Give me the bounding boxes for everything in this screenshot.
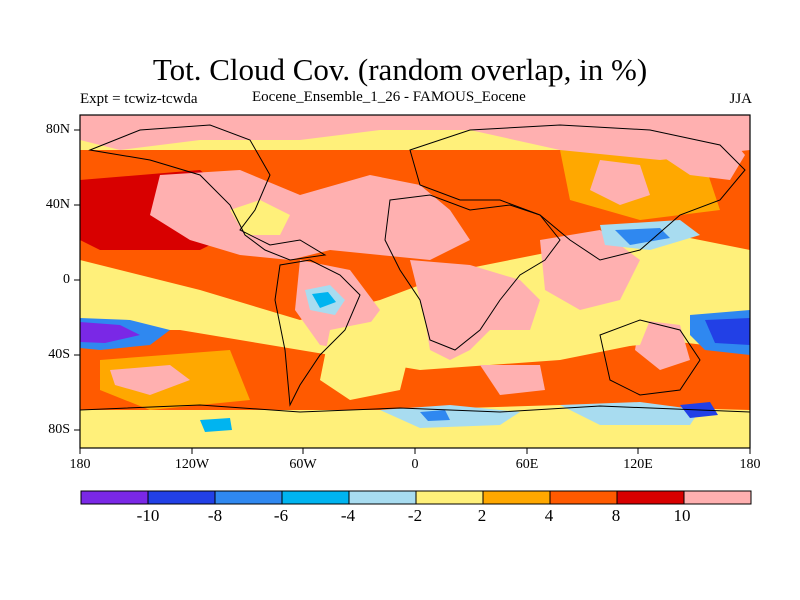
colorbar-swatch [549, 490, 618, 505]
colorbar-swatch [616, 490, 685, 505]
season-label: JJA [729, 91, 752, 107]
colorbar-label-3: -6 [273, 506, 289, 525]
lon-label-60e: 60E [515, 457, 539, 472]
ensemble-subtitle: Eocene_Ensemble_1_26 - FAMOUS_Eocene [252, 89, 526, 105]
coastlines [80, 124, 750, 413]
lon-label-180w: 180 [69, 457, 91, 472]
colorbar-swatch [281, 490, 350, 505]
lat-label-80s: 80S [48, 422, 70, 437]
colorbar-swatch [348, 490, 417, 505]
colorbar-swatch [415, 490, 484, 505]
lon-label-60w: 60W [289, 457, 317, 472]
lat-label-40n: 40N [45, 197, 70, 212]
colorbar-swatch [683, 490, 752, 505]
colorbar [80, 490, 752, 505]
experiment-label: Expt = tcwiz-tcwda [80, 91, 198, 107]
lon-label-120w: 120W [174, 457, 210, 472]
colorbar-label-5: -2 [407, 506, 423, 525]
colorbar-swatch [80, 490, 149, 505]
filled-contours [80, 115, 750, 448]
colorbar-label-7: 4 [544, 506, 554, 525]
colorbar-swatch [214, 490, 283, 505]
lat-label-80n: 80N [45, 122, 70, 137]
lon-label-180e: 180 [739, 457, 761, 472]
axis-ticks [74, 129, 751, 454]
colorbar-swatch [482, 490, 551, 505]
map-title: Tot. Cloud Cov. (random overlap, in %) [152, 52, 648, 87]
lat-label-40s: 40S [48, 347, 70, 362]
colorbar-label-8: 8 [611, 506, 621, 525]
colorbar-label-1: -10 [136, 506, 160, 525]
lon-label-120e: 120E [623, 457, 653, 472]
lon-label-0: 0 [411, 457, 419, 472]
colorbar-label-9: 10 [673, 506, 691, 525]
lat-label-0: 0 [63, 272, 70, 287]
colorbar-swatch [147, 490, 216, 505]
colorbar-label-4: -4 [340, 506, 356, 525]
colorbar-label-2: -8 [207, 506, 223, 525]
colorbar-label-6: 2 [477, 506, 487, 525]
